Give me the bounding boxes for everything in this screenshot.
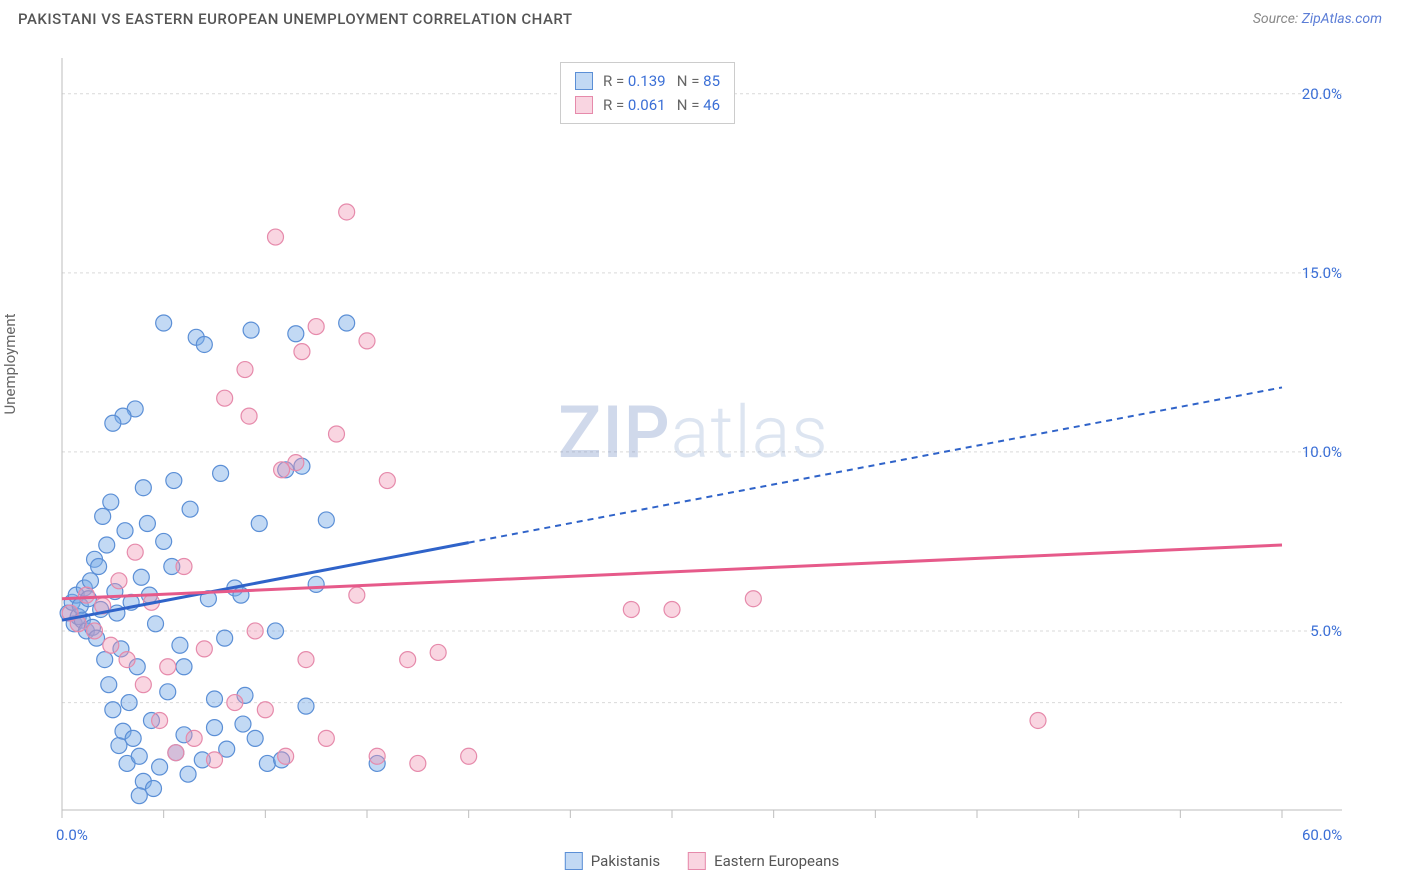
stats-row: R = 0.139 N = 85 xyxy=(575,69,720,93)
x-axis-max-label: 60.0% xyxy=(1302,826,1342,844)
svg-text:10.0%: 10.0% xyxy=(1302,443,1342,461)
series-swatch xyxy=(575,96,593,114)
scatter-chart: 5.0% 10.0% 15.0% 20.0% xyxy=(18,40,1358,840)
legend: Pakistanis Eastern Europeans xyxy=(565,852,839,870)
legend-swatch xyxy=(565,852,583,870)
legend-swatch xyxy=(688,852,706,870)
source-link[interactable]: ZipAtlas.com xyxy=(1302,11,1382,27)
legend-label: Pakistanis xyxy=(591,852,660,870)
svg-text:15.0%: 15.0% xyxy=(1302,264,1342,282)
y-axis-label: Unemployment xyxy=(1,313,19,414)
svg-text:5.0%: 5.0% xyxy=(1310,622,1342,640)
svg-text:20.0%: 20.0% xyxy=(1302,85,1342,103)
legend-label: Eastern Europeans xyxy=(714,852,839,870)
stats-row: R = 0.061 N = 46 xyxy=(575,93,720,117)
legend-item: Eastern Europeans xyxy=(688,852,839,870)
x-axis-min-label: 0.0% xyxy=(56,826,88,844)
chart-title: PAKISTANI VS EASTERN EUROPEAN UNEMPLOYME… xyxy=(18,10,572,28)
legend-item: Pakistanis xyxy=(565,852,660,870)
series-swatch xyxy=(575,72,593,90)
correlation-stats-box: R = 0.139 N = 85R = 0.061 N = 46 xyxy=(560,62,735,124)
source-attribution: Source: ZipAtlas.com xyxy=(1253,11,1382,27)
chart-area: Unemployment 5.0%10.0%15.0%20.0% ZIPatla… xyxy=(18,40,1386,872)
